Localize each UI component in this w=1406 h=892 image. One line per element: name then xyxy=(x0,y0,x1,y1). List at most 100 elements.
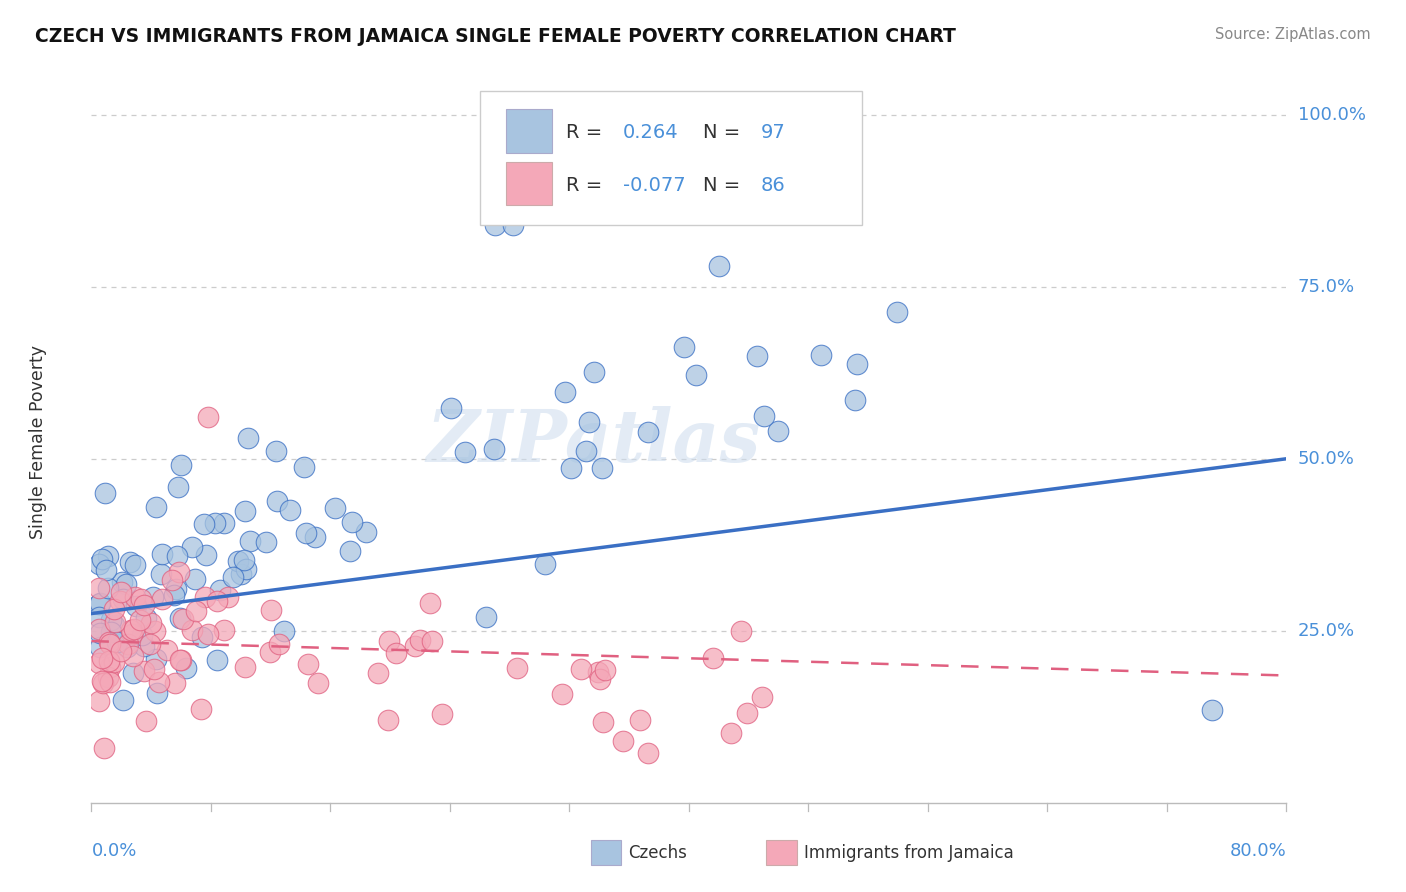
Immigrants from Jamaica xyxy=(103,655,125,669)
Czechs xyxy=(273,624,295,638)
Immigrants from Jamaica xyxy=(129,613,152,627)
Immigrants from Jamaica xyxy=(120,623,142,637)
Immigrants from Jamaica xyxy=(194,590,217,604)
Czechs xyxy=(94,485,117,500)
Immigrants from Jamaica xyxy=(589,672,612,686)
Czechs xyxy=(89,596,111,610)
Immigrants from Jamaica xyxy=(172,612,194,626)
Text: R =: R = xyxy=(565,176,609,194)
Czechs xyxy=(132,640,155,654)
Immigrants from Jamaica xyxy=(307,676,329,690)
Czechs xyxy=(87,610,110,624)
Immigrants from Jamaica xyxy=(430,707,453,722)
Immigrants from Jamaica xyxy=(205,594,228,608)
Czechs xyxy=(89,640,111,655)
Immigrants from Jamaica xyxy=(419,596,441,610)
Text: R =: R = xyxy=(565,123,609,142)
Immigrants from Jamaica xyxy=(169,565,191,579)
Czechs xyxy=(578,415,600,429)
Czechs xyxy=(339,543,361,558)
Czechs xyxy=(204,516,226,530)
Czechs xyxy=(766,424,789,438)
Text: Immigrants from Jamaica: Immigrants from Jamaica xyxy=(804,844,1014,862)
Immigrants from Jamaica xyxy=(163,676,186,690)
Immigrants from Jamaica xyxy=(139,615,162,630)
Immigrants from Jamaica xyxy=(197,410,219,425)
Immigrants from Jamaica xyxy=(735,706,758,720)
Czechs xyxy=(169,611,191,625)
Text: 80.0%: 80.0% xyxy=(1230,842,1286,860)
Immigrants from Jamaica xyxy=(91,676,114,690)
Immigrants from Jamaica xyxy=(384,646,406,660)
Text: 25.0%: 25.0% xyxy=(1298,622,1355,640)
FancyBboxPatch shape xyxy=(506,109,551,153)
Immigrants from Jamaica xyxy=(506,661,529,675)
Immigrants from Jamaica xyxy=(104,615,127,629)
Immigrants from Jamaica xyxy=(110,644,132,658)
Czechs xyxy=(180,540,202,554)
Czechs xyxy=(166,480,188,494)
Czechs xyxy=(96,581,118,595)
Immigrants from Jamaica xyxy=(143,662,166,676)
Czechs xyxy=(115,640,138,655)
Czechs xyxy=(163,588,186,602)
Czechs xyxy=(554,384,576,399)
Czechs xyxy=(533,557,555,571)
Immigrants from Jamaica xyxy=(134,665,156,679)
Immigrants from Jamaica xyxy=(259,645,281,659)
Czechs xyxy=(124,558,146,573)
Text: Source: ZipAtlas.com: Source: ZipAtlas.com xyxy=(1215,27,1371,42)
Text: 50.0%: 50.0% xyxy=(1298,450,1354,467)
Text: 86: 86 xyxy=(761,176,786,194)
Czechs xyxy=(560,460,582,475)
Czechs xyxy=(685,368,707,382)
Immigrants from Jamaica xyxy=(117,637,139,651)
Immigrants from Jamaica xyxy=(730,624,752,638)
Czechs xyxy=(94,563,117,577)
Czechs xyxy=(233,504,256,518)
Text: 100.0%: 100.0% xyxy=(1298,105,1365,124)
Czechs xyxy=(91,552,114,566)
Czechs xyxy=(212,516,235,530)
Czechs xyxy=(111,591,134,606)
Immigrants from Jamaica xyxy=(160,574,183,588)
Text: Czechs: Czechs xyxy=(628,844,688,862)
Czechs xyxy=(89,625,111,640)
Czechs xyxy=(131,628,153,642)
Czechs xyxy=(146,686,169,700)
Immigrants from Jamaica xyxy=(100,660,122,674)
Text: N =: N = xyxy=(703,123,747,142)
Immigrants from Jamaica xyxy=(702,650,724,665)
Czechs xyxy=(440,401,463,416)
Immigrants from Jamaica xyxy=(87,694,110,708)
Immigrants from Jamaica xyxy=(108,594,131,608)
Czechs xyxy=(207,653,229,667)
Text: ZIPatlas: ZIPatlas xyxy=(426,406,761,477)
Immigrants from Jamaica xyxy=(148,675,170,690)
Text: N =: N = xyxy=(703,176,747,194)
Text: Single Female Poverty: Single Female Poverty xyxy=(28,344,46,539)
Czechs xyxy=(238,431,260,445)
Immigrants from Jamaica xyxy=(586,665,609,679)
Czechs xyxy=(591,460,613,475)
Immigrants from Jamaica xyxy=(751,690,773,704)
Czechs xyxy=(752,409,775,423)
Immigrants from Jamaica xyxy=(592,714,614,729)
Czechs xyxy=(235,562,257,576)
Immigrants from Jamaica xyxy=(235,659,257,673)
Czechs xyxy=(292,460,315,475)
Czechs xyxy=(295,525,318,540)
Czechs xyxy=(100,625,122,640)
Immigrants from Jamaica xyxy=(121,627,143,641)
Immigrants from Jamaica xyxy=(628,713,651,727)
Czechs xyxy=(266,443,288,458)
Czechs xyxy=(484,442,506,456)
Immigrants from Jamaica xyxy=(593,663,616,677)
Immigrants from Jamaica xyxy=(612,734,634,748)
Czechs xyxy=(125,599,148,613)
Immigrants from Jamaica xyxy=(156,643,179,657)
Immigrants from Jamaica xyxy=(169,653,191,667)
Immigrants from Jamaica xyxy=(404,639,426,653)
Czechs xyxy=(103,618,125,632)
Immigrants from Jamaica xyxy=(181,623,204,637)
